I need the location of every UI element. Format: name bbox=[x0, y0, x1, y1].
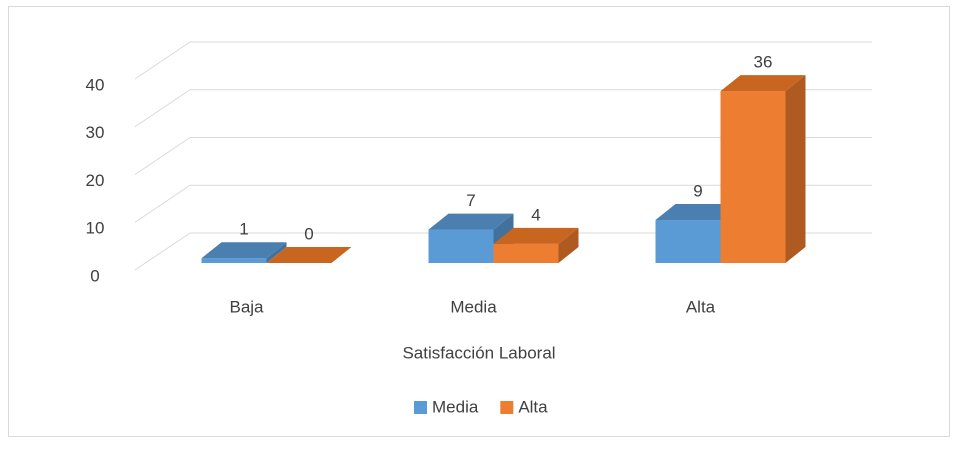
x-tick-label: Alta bbox=[686, 297, 716, 316]
data-label: 7 bbox=[466, 191, 475, 210]
data-label: 1 bbox=[239, 220, 248, 239]
bar-top bbox=[266, 247, 352, 263]
bar-top bbox=[720, 75, 806, 92]
data-label: 9 bbox=[693, 182, 702, 201]
legend-swatch bbox=[500, 401, 514, 414]
bar-top bbox=[493, 227, 579, 244]
bar-top bbox=[428, 213, 514, 230]
data-label: 0 bbox=[304, 224, 313, 243]
grid-line-side bbox=[134, 232, 191, 271]
grid-line-side bbox=[134, 137, 191, 175]
bar-side bbox=[558, 227, 579, 263]
bar-front bbox=[655, 220, 721, 263]
legend-label: Alta bbox=[518, 397, 548, 416]
x-axis-title: Satisfacción Laboral bbox=[402, 343, 555, 362]
bar-front bbox=[428, 229, 494, 263]
x-tick-label: Media bbox=[450, 297, 497, 316]
bar-side bbox=[266, 242, 287, 263]
y-tick-label: 10 bbox=[86, 219, 105, 238]
bar-top bbox=[655, 204, 741, 221]
bar-top bbox=[201, 242, 287, 259]
y-tick-label: 0 bbox=[90, 266, 99, 285]
y-tick-label: 40 bbox=[86, 75, 105, 94]
data-label: 4 bbox=[531, 205, 540, 224]
data-label: 36 bbox=[754, 53, 773, 72]
bar-front bbox=[201, 258, 267, 263]
bar-front bbox=[493, 243, 559, 263]
bar-front bbox=[720, 91, 786, 263]
bar-side bbox=[785, 75, 806, 263]
grid-line-side bbox=[134, 89, 191, 128]
legend-label: Media bbox=[432, 397, 479, 416]
grid-line-side bbox=[134, 41, 191, 80]
y-tick-label: 30 bbox=[86, 123, 105, 142]
legend-swatch bbox=[414, 401, 427, 414]
grid-line-side bbox=[134, 184, 191, 223]
y-tick-label: 20 bbox=[86, 171, 105, 190]
x-tick-label: Baja bbox=[229, 297, 264, 316]
